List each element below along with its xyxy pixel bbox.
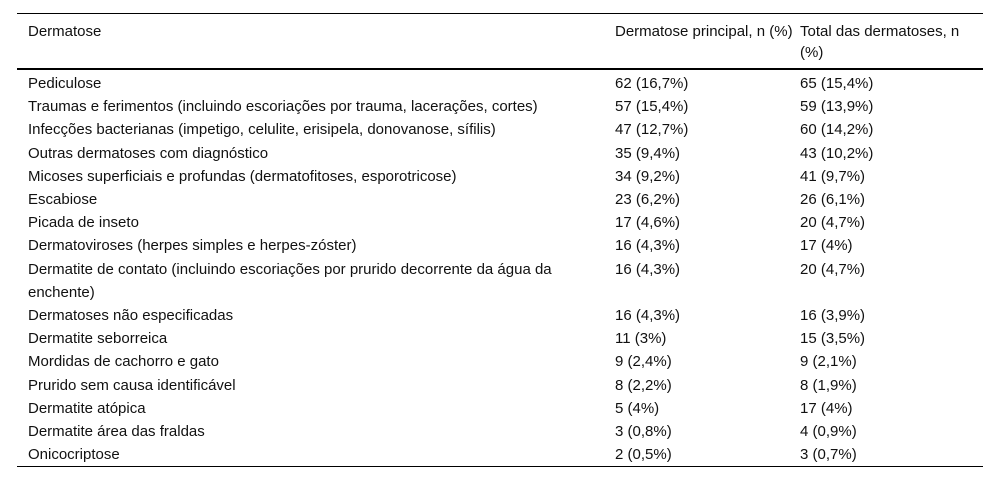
table-row: Dermatoses não especificadas 16 (4,3%) 1…: [17, 304, 983, 327]
table-header: Dermatose Dermatose principal, n (%) Tot…: [17, 13, 983, 70]
table-row: Outras dermatoses com diagnóstico 35 (9,…: [17, 142, 983, 165]
cell-total: 20 (4,7%): [800, 214, 866, 232]
cell-principal: 16 (4,3%): [615, 307, 681, 325]
cell-dermatose: Micoses superficiais e profundas (dermat…: [28, 167, 457, 185]
table-row: Dermatite seborreica 11 (3%) 15 (3,5%): [17, 327, 983, 350]
table-row: Prurido sem causa identificável 8 (2,2%)…: [17, 374, 983, 397]
cell-dermatose: Dermatoviroses (herpes simples e herpes-…: [28, 237, 357, 255]
cell-total: 15 (3,5%): [800, 330, 866, 348]
table-row: Dermatite área das fraldas 3 (0,8%) 4 (0…: [17, 420, 983, 443]
cell-principal: 57 (15,4%): [615, 98, 689, 116]
cell-dermatose: Mordidas de cachorro e gato: [28, 353, 219, 371]
cell-total: 26 (6,1%): [800, 191, 866, 209]
cell-principal: 8 (2,2%): [615, 376, 672, 394]
table-row: Dermatoviroses (herpes simples e herpes-…: [17, 234, 983, 257]
cell-total: 8 (1,9%): [800, 376, 857, 394]
column-header-dermatose-principal: Dermatose principal, n (%): [615, 13, 800, 70]
cell-dermatose: Traumas e ferimentos (incluindo escoriaç…: [28, 98, 538, 116]
table-row: Escabiose 23 (6,2%) 26 (6,1%): [17, 188, 983, 211]
table-row: Onicocriptose 2 (0,5%) 3 (0,7%): [17, 443, 983, 467]
cell-total: 4 (0,9%): [800, 423, 857, 441]
cell-dermatose: Onicocriptose: [28, 446, 120, 464]
cell-dermatose: Outras dermatoses com diagnóstico: [28, 144, 269, 162]
cell-total: 17 (4%): [800, 399, 853, 417]
cell-principal: 47 (12,7%): [615, 121, 689, 139]
table-row: Picada de inseto 17 (4,6%) 20 (4,7%): [17, 211, 983, 234]
table-row: Pediculose 62 (16,7%) 65 (15,4%): [17, 69, 983, 95]
cell-total: 9 (2,1%): [800, 353, 857, 371]
cell-dermatose: Dermatite atópica: [28, 399, 146, 417]
cell-total: 20 (4,7%): [800, 260, 866, 278]
cell-principal: 3 (0,8%): [615, 423, 672, 441]
cell-total: 41 (9,7%): [800, 167, 866, 185]
cell-principal: 5 (4%): [615, 399, 660, 417]
table-row: Mordidas de cachorro e gato 9 (2,4%) 9 (…: [17, 350, 983, 373]
cell-principal: 16 (4,3%): [615, 260, 681, 278]
cell-dermatose: Picada de inseto: [28, 214, 139, 232]
cell-principal: 34 (9,2%): [615, 167, 681, 185]
cell-dermatose: Escabiose: [28, 191, 98, 209]
dermatoses-table: Dermatose Dermatose principal, n (%) Tot…: [17, 13, 983, 468]
cell-dermatose: Dermatite área das fraldas: [28, 423, 205, 441]
cell-total: 60 (14,2%): [800, 121, 874, 139]
cell-total: 17 (4%): [800, 237, 853, 255]
cell-principal: 35 (9,4%): [615, 144, 681, 162]
cell-dermatose: Dermatite de contato (incluindo escoriaç…: [28, 260, 552, 301]
cell-dermatose: Dermatoses não especificadas: [28, 307, 234, 325]
cell-total: 16 (3,9%): [800, 307, 866, 325]
cell-principal: 23 (6,2%): [615, 191, 681, 209]
cell-principal: 62 (16,7%): [615, 75, 689, 92]
cell-dermatose: Pediculose: [28, 75, 102, 92]
table-row: Micoses superficiais e profundas (dermat…: [17, 165, 983, 188]
dermatoses-table-container: Dermatose Dermatose principal, n (%) Tot…: [17, 13, 983, 468]
cell-dermatose: Prurido sem causa identificável: [28, 376, 236, 394]
table-row: Traumas e ferimentos (incluindo escoriaç…: [17, 95, 983, 118]
column-header-total-dermatoses: Total das dermatoses, n (%): [800, 13, 983, 70]
table-row: Infecções bacterianas (impetigo, celulit…: [17, 118, 983, 141]
header-row: Dermatose Dermatose principal, n (%) Tot…: [17, 13, 983, 70]
cell-principal: 16 (4,3%): [615, 237, 681, 255]
cell-total: 43 (10,2%): [800, 144, 874, 162]
column-header-dermatose: Dermatose: [17, 13, 615, 70]
cell-dermatose: Infecções bacterianas (impetigo, celulit…: [28, 121, 496, 139]
cell-principal: 17 (4,6%): [615, 214, 681, 232]
table-row: Dermatite de contato (incluindo escoriaç…: [17, 258, 983, 304]
cell-dermatose: Dermatite seborreica: [28, 330, 168, 348]
cell-principal: 11 (3%): [615, 330, 667, 348]
table-row: Dermatite atópica 5 (4%) 17 (4%): [17, 397, 983, 420]
cell-total: 59 (13,9%): [800, 98, 874, 116]
table-body: Pediculose 62 (16,7%) 65 (15,4%) Traumas…: [17, 69, 983, 467]
cell-total: 65 (15,4%): [800, 75, 874, 92]
cell-principal: 2 (0,5%): [615, 446, 672, 464]
cell-total: 3 (0,7%): [800, 446, 857, 464]
cell-principal: 9 (2,4%): [615, 353, 672, 371]
